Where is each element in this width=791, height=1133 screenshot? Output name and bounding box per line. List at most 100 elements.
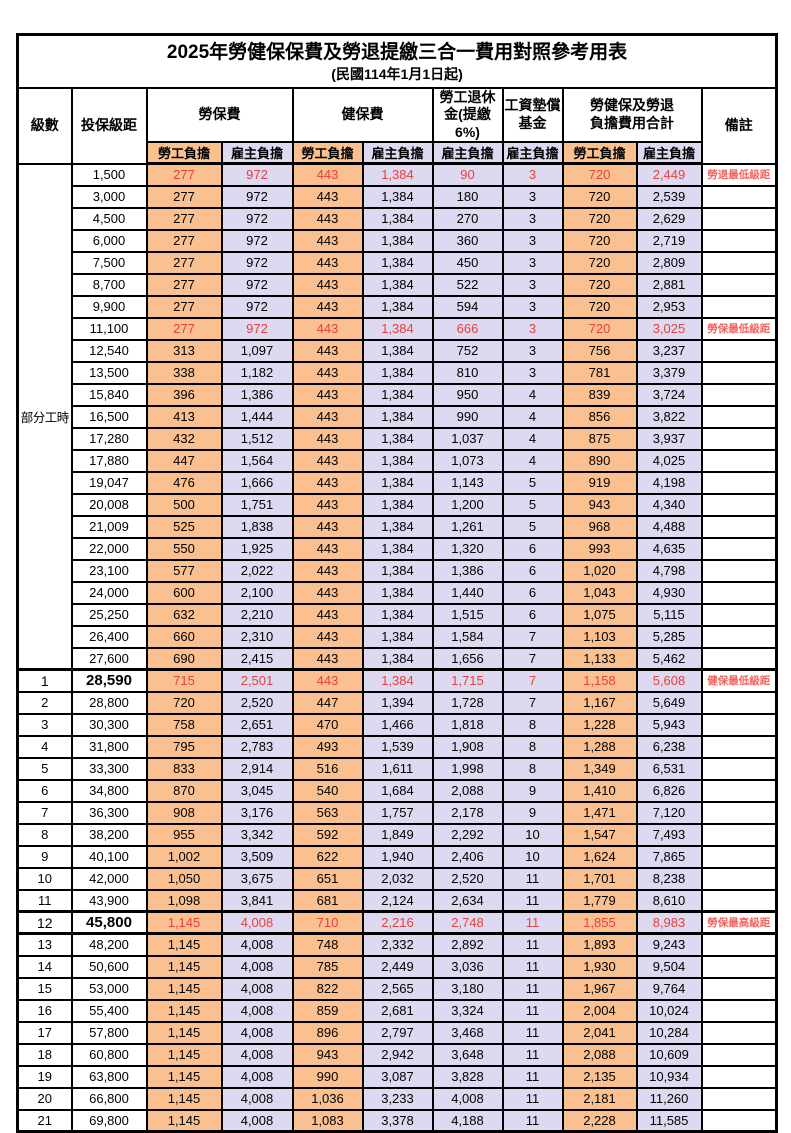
value-cell: 1,384 (361, 294, 434, 319)
value-cell: 4,488 (635, 514, 703, 539)
value-cell: 7,493 (635, 822, 703, 847)
remark-cell (700, 690, 778, 715)
table-row: 6 34,800 870 3,045 540 1,684 2,088 9 1,410 6,826 (16, 778, 778, 803)
value-cell: 11,260 (635, 1086, 703, 1111)
header-pension-line2: 金(提繳6%) (444, 106, 491, 140)
value-cell: 5,943 (635, 712, 703, 737)
table-row: 2 28,800 720 2,520 447 1,394 1,728 7 1,167 5,649 (16, 690, 778, 715)
value-cell: 990 (291, 1064, 364, 1089)
value-cell: 8 (501, 734, 564, 759)
remark-cell (700, 1064, 778, 1089)
value-cell: 443 (291, 580, 364, 605)
remark-cell (700, 976, 778, 1001)
value-cell: 4 (501, 448, 564, 473)
value-cell: 7,120 (635, 800, 703, 825)
value-cell: 4 (501, 404, 564, 429)
value-cell: 270 (431, 206, 504, 231)
value-cell: 2,310 (220, 624, 294, 649)
value-cell: 4,008 (220, 998, 294, 1023)
value-cell: 1,288 (561, 734, 638, 759)
header-total: 勞健保及勞退 負擔費用合計 (561, 86, 703, 143)
value-cell: 1,145 (145, 998, 223, 1023)
value-cell: 563 (291, 800, 364, 825)
bracket-cell: 4,500 (70, 206, 148, 231)
value-cell: 3 (501, 316, 564, 341)
value-cell: 516 (291, 756, 364, 781)
value-cell: 1,728 (431, 690, 504, 715)
value-cell: 10,284 (635, 1020, 703, 1045)
value-cell: 2,449 (635, 162, 703, 187)
value-cell: 690 (145, 646, 223, 671)
table-row: 13 48,200 1,145 4,008 748 2,332 2,892 11 1,893 9,… (16, 932, 778, 957)
level-cell: 4 (16, 734, 73, 759)
value-cell: 1,384 (361, 492, 434, 517)
remark-cell (700, 734, 778, 759)
value-cell: 890 (561, 448, 638, 473)
value-cell: 525 (145, 514, 223, 539)
value-cell: 10,024 (635, 998, 703, 1023)
value-cell: 7 (501, 690, 564, 715)
page-subtitle: (民國114年1月1日起) (331, 65, 463, 82)
value-cell: 2,892 (431, 932, 504, 957)
value-cell: 4,635 (635, 536, 703, 561)
value-cell: 1,167 (561, 690, 638, 715)
level-cell: 17 (16, 1020, 73, 1045)
value-cell: 1,384 (361, 470, 434, 495)
bracket-cell: 48,200 (70, 932, 148, 957)
value-cell: 1,384 (361, 338, 434, 363)
value-cell: 1,036 (291, 1086, 364, 1111)
value-cell: 4,008 (220, 1064, 294, 1089)
value-cell: 8 (501, 712, 564, 737)
value-cell: 11 (501, 910, 564, 935)
table-row: 部分工時 1,500 277 972 443 1,384 90 3 720 2,449 勞退最低級距 (16, 162, 778, 671)
remark-cell (700, 778, 778, 803)
value-cell: 443 (291, 448, 364, 473)
table-row: 22,000 550 1,925 443 1,384 1,320 6 993 4,635 (18, 536, 778, 561)
value-cell: 1,684 (361, 778, 434, 803)
value-cell: 4,008 (220, 1086, 294, 1111)
table-row: 7 36,300 908 3,176 563 1,757 2,178 9 1,471 7,120 (16, 800, 778, 825)
remark-cell (700, 1086, 778, 1111)
value-cell: 2,797 (361, 1020, 434, 1045)
table-row: 4 31,800 795 2,783 493 1,539 1,908 8 1,288 6,238 (16, 734, 778, 759)
value-cell: 450 (431, 250, 504, 275)
value-cell: 1,471 (561, 800, 638, 825)
bracket-cell: 17,880 (70, 448, 148, 473)
header-bracket: 投保級距 (70, 86, 148, 165)
value-cell: 277 (145, 316, 223, 341)
remark-cell (700, 250, 778, 275)
value-cell: 3 (501, 294, 564, 319)
remark-cell (700, 954, 778, 979)
value-cell: 1,020 (561, 558, 638, 583)
value-cell: 432 (145, 426, 223, 451)
value-cell: 839 (561, 382, 638, 407)
header-total-line2: 負擔費用合計 (590, 114, 674, 131)
value-cell: 1,145 (145, 1042, 223, 1067)
value-cell: 6,826 (635, 778, 703, 803)
level-cell: 16 (16, 998, 73, 1023)
value-cell: 720 (561, 250, 638, 275)
value-cell: 11 (501, 1064, 564, 1089)
value-cell: 1,145 (145, 1020, 223, 1045)
level-cell: 13 (16, 932, 73, 957)
value-cell: 5,285 (635, 624, 703, 649)
bracket-cell: 20,008 (70, 492, 148, 517)
table-row: 17 57,800 1,145 4,008 896 2,797 3,468 11 2,041 10… (16, 1020, 778, 1045)
value-cell: 720 (561, 272, 638, 297)
value-cell: 1,584 (431, 624, 504, 649)
remark-cell (700, 800, 778, 825)
bracket-cell: 13,500 (70, 360, 148, 385)
value-cell: 3,176 (220, 800, 294, 825)
value-cell: 3 (501, 206, 564, 231)
table-row: 14 50,600 1,145 4,008 785 2,449 3,036 11 1,930 9,… (16, 954, 778, 979)
value-cell: 3,937 (635, 426, 703, 451)
value-cell: 1,043 (561, 580, 638, 605)
value-cell: 1,384 (361, 426, 434, 451)
value-cell: 443 (291, 470, 364, 495)
value-cell: 756 (561, 338, 638, 363)
value-cell: 1,818 (431, 712, 504, 737)
level-cell: 7 (16, 800, 73, 825)
value-cell: 1,512 (220, 426, 294, 451)
table-row: 3,000 277 972 443 1,384 180 3 720 2,539 (18, 184, 778, 209)
bracket-cell: 7,500 (70, 250, 148, 275)
